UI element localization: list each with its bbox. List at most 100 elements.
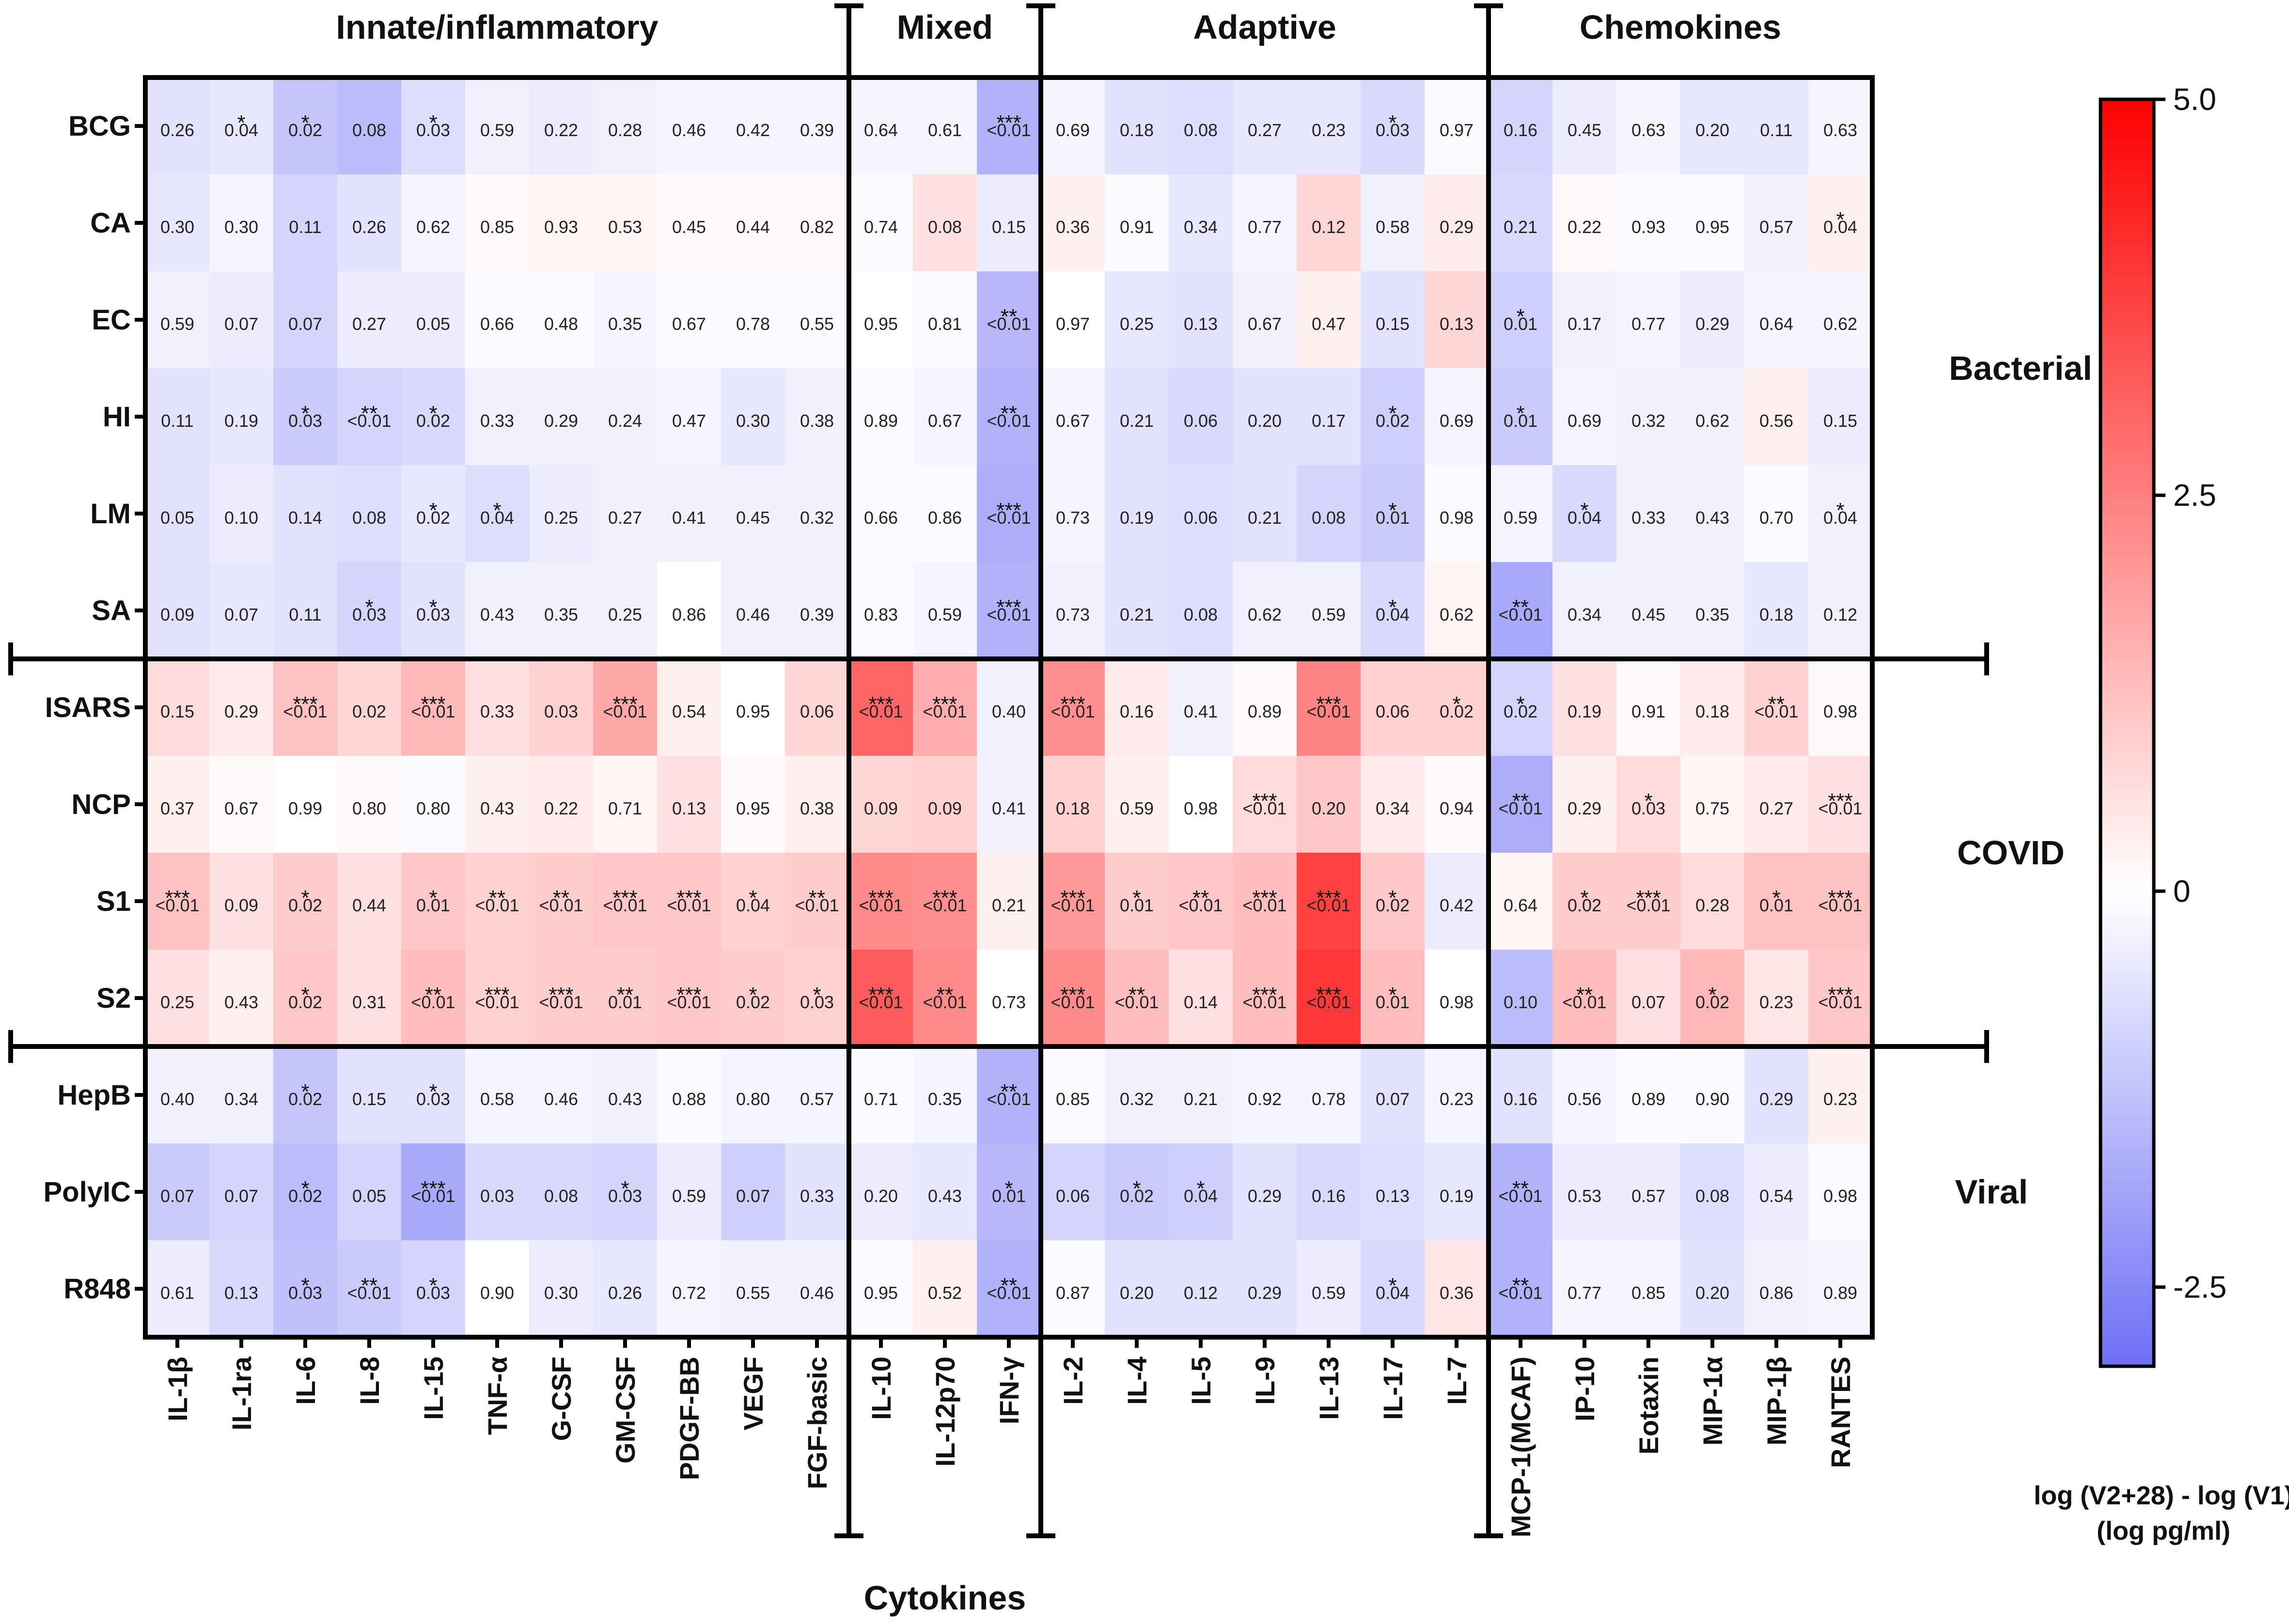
- heatmap-cell: [273, 756, 338, 853]
- colorbar-tick-label: 2.5: [2173, 478, 2216, 513]
- heatmap-cell: [593, 853, 658, 950]
- pvalue-label: 0.01: [608, 992, 642, 1012]
- pvalue-label: 0.45: [672, 217, 706, 237]
- heatmap-cell: [785, 1240, 849, 1338]
- significance-stars: ***: [1252, 789, 1277, 813]
- pvalue-label: 0.35: [544, 605, 578, 625]
- heatmap-cell: [1425, 853, 1489, 950]
- pvalue-label: 0.20: [1312, 798, 1346, 818]
- row-label: R848: [63, 1273, 131, 1305]
- heatmap-cell: [209, 950, 274, 1047]
- pvalue-label: 0.86: [672, 605, 706, 625]
- significance-stars: *: [749, 983, 757, 1007]
- significance-stars: **: [937, 983, 953, 1007]
- pvalue-label: 0.77: [1568, 1283, 1601, 1303]
- pvalue-label: 0.08: [352, 120, 386, 140]
- pvalue-label: 0.35: [1695, 605, 1729, 625]
- pvalue-label: <0.01: [1178, 895, 1223, 915]
- pvalue-label: 0.06: [1376, 702, 1410, 721]
- heatmap-cell: [1616, 1143, 1681, 1241]
- heatmap-cell: [1233, 271, 1297, 369]
- pvalue-label: 0.01: [416, 895, 450, 915]
- group-labels: Innate/inflammatory Mixed Adaptive Chemokin…: [336, 8, 2092, 1617]
- pvalue-label: 0.25: [160, 992, 194, 1012]
- column-label: IL-6: [290, 1357, 321, 1405]
- pvalue-label: 0.97: [1056, 314, 1090, 334]
- pvalue-label: 0.25: [1120, 314, 1154, 334]
- heatmap-cell: [401, 562, 466, 659]
- pvalue-label: <0.01: [1306, 895, 1350, 915]
- pvalue-label: 0.66: [864, 508, 898, 528]
- pvalue-label: 0.46: [672, 120, 706, 140]
- pvalue-label: <0.01: [155, 895, 199, 915]
- pvalue-label: 0.57: [1759, 217, 1793, 237]
- heatmap-cell: [465, 368, 530, 466]
- heatmap-cell: [1489, 659, 1553, 756]
- pvalue-label: 0.18: [1759, 605, 1793, 625]
- pvalue-label: 0.34: [1568, 605, 1601, 625]
- column-label: IL-15: [418, 1357, 449, 1420]
- heatmap-cell: [1744, 1143, 1809, 1241]
- significance-stars: ***: [932, 692, 957, 716]
- heatmap-cell: [913, 1143, 977, 1241]
- heatmap-cell: [401, 853, 466, 950]
- row-label: HI: [103, 401, 131, 433]
- significance-stars: ***: [996, 595, 1021, 619]
- heatmap-cell: [913, 465, 977, 562]
- heatmap-cell: [1425, 659, 1489, 756]
- heatmap-cell: [1552, 1143, 1617, 1241]
- pvalue-label: 0.09: [864, 798, 898, 818]
- heatmap-cell: [1744, 465, 1809, 562]
- pvalue-label: 0.99: [288, 798, 322, 818]
- pvalue-label: 0.61: [160, 1283, 194, 1303]
- heatmap-cell-labels: 0.26 *0.04 *0.02 0.08 *0.03 0.59 0.22 0.28 0.46 0…: [155, 111, 1862, 1303]
- heatmap-cell: [849, 562, 913, 659]
- pvalue-label: <0.01: [923, 702, 967, 721]
- heatmap-cell: [657, 78, 721, 175]
- pvalue-label: 0.02: [352, 702, 386, 721]
- heatmap-cell: [785, 756, 849, 853]
- pvalue-label: 0.90: [480, 1283, 514, 1303]
- heatmap-cell: [1169, 562, 1233, 659]
- heatmap-cell: [1041, 174, 1105, 272]
- heatmap-cell: [1361, 465, 1425, 562]
- heatmap-cell: [1808, 465, 1873, 562]
- heatmap-cell: [1041, 1143, 1105, 1241]
- heatmap-cell: [465, 853, 530, 950]
- heatmap-cell: [1744, 271, 1809, 369]
- pvalue-label: 0.06: [1184, 411, 1218, 431]
- pvalue-label: 0.39: [800, 120, 834, 140]
- column-label: FGF-basic: [802, 1357, 832, 1489]
- pvalue-label: 0.02: [288, 992, 322, 1012]
- significance-stars: *: [1708, 983, 1716, 1007]
- pvalue-label: 0.03: [800, 992, 834, 1012]
- pvalue-label: 0.98: [1440, 992, 1474, 1012]
- significance-stars: *: [429, 402, 437, 425]
- pvalue-label: 0.19: [1120, 508, 1154, 528]
- heatmap-cell: [145, 1143, 210, 1241]
- heatmap-cell: [1680, 174, 1745, 272]
- pvalue-label: 0.14: [1184, 992, 1218, 1012]
- heatmap-cell: [657, 853, 721, 950]
- heatmap-cell: [1425, 1143, 1489, 1241]
- pvalue-label: 0.70: [1759, 508, 1793, 528]
- heatmap-cell: [529, 78, 594, 175]
- significance-stars: *: [429, 595, 437, 619]
- heatmap-cell: [1105, 271, 1169, 369]
- pvalue-label: 0.04: [1568, 508, 1601, 528]
- pvalue-label: 0.19: [1568, 702, 1601, 721]
- pvalue-label: 0.01: [1376, 992, 1410, 1012]
- pvalue-label: 0.38: [800, 798, 834, 818]
- pvalue-label: 0.01: [992, 1186, 1026, 1206]
- heatmap-cell: [1616, 368, 1681, 466]
- significance-stars: ***: [612, 886, 637, 910]
- heatmap-cell: [1680, 78, 1745, 175]
- significance-stars: **: [809, 886, 825, 910]
- heatmap-cell: [1489, 465, 1553, 562]
- heatmap-cell: [849, 271, 913, 369]
- pvalue-label: <0.01: [1114, 992, 1159, 1012]
- pvalue-label: 0.23: [1823, 1089, 1857, 1109]
- pvalue-label: 0.28: [608, 120, 642, 140]
- pvalue-label: 0.09: [928, 798, 962, 818]
- pvalue-label: 0.92: [1248, 1089, 1282, 1109]
